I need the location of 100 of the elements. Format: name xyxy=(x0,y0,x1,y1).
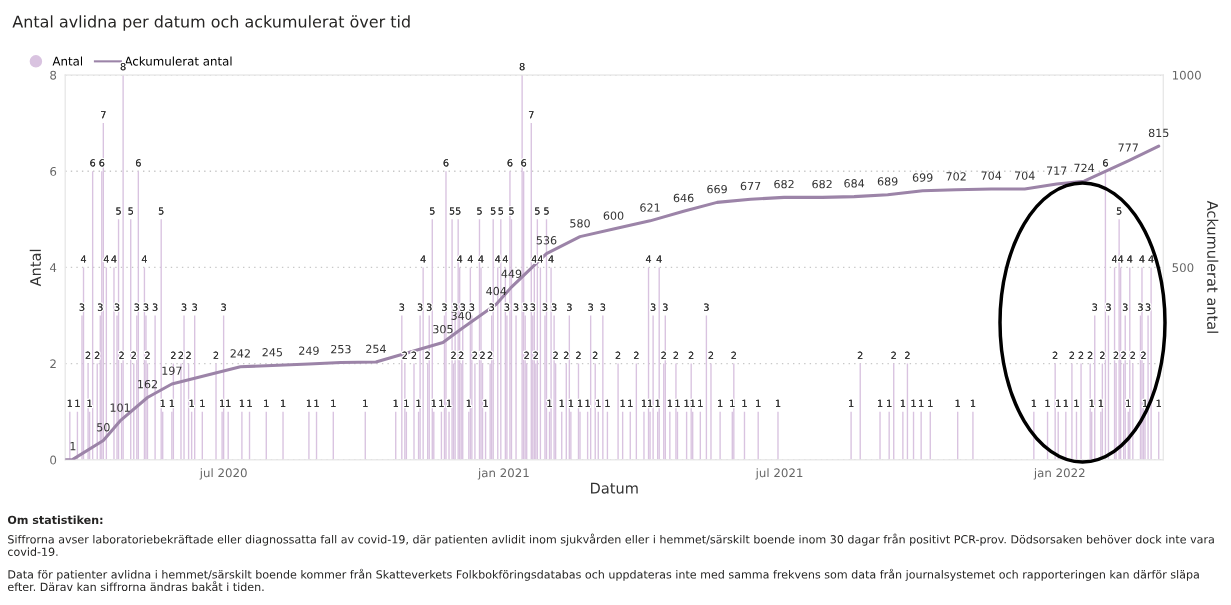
legend-label: Antal xyxy=(52,56,83,66)
data-label: 2 xyxy=(487,351,493,359)
data-label: 2 xyxy=(708,351,714,359)
data-label: 3 xyxy=(426,303,432,311)
data-label: 580 xyxy=(570,219,590,228)
data-label: 669 xyxy=(707,184,727,194)
data-label: 2 xyxy=(186,351,191,359)
text: Data för patienter avlidna i hemmet/särskilt boende kommer från Skatteverkets Folkbokföringsdatabas och uppdateras inte med samma frekvens som data från journalsystemet och rapporteringen kan därför släpa efter. Därav kan siffrorna ändras bakåt i tiden. xyxy=(8,568,1199,592)
data-label: 1 xyxy=(1056,399,1061,407)
data-label: 1 xyxy=(1089,399,1094,407)
data-label: 3 xyxy=(650,303,656,311)
data-label: 1 xyxy=(928,399,933,407)
data-label: 1 xyxy=(220,399,225,407)
data-label: 6 xyxy=(1103,159,1108,167)
data-label: 2 xyxy=(85,351,91,359)
data-label: 4 xyxy=(537,255,543,263)
data-label: 449 xyxy=(501,269,522,278)
data-label: 4 xyxy=(1118,255,1124,263)
data-label: 3 xyxy=(588,303,593,311)
data-label: 6 xyxy=(90,159,96,167)
data-label: 2 xyxy=(1087,351,1093,359)
data-label: 3 xyxy=(79,303,85,311)
data-label: 2 xyxy=(119,351,124,359)
data-label: 2 xyxy=(213,351,219,359)
data-label: 162 xyxy=(138,379,157,389)
data-label: 1 xyxy=(1126,399,1131,407)
data-label: 3 xyxy=(522,303,528,311)
data-label: 3 xyxy=(143,303,149,311)
data-label: 6 xyxy=(521,159,527,167)
data-label: 4 xyxy=(111,255,117,263)
data-label: 1 xyxy=(70,442,76,451)
data-label: 2 xyxy=(402,351,407,359)
data-label: 1 xyxy=(239,399,245,407)
data-label: 50 xyxy=(97,423,110,432)
data-label: 3 xyxy=(442,303,447,311)
data-label: 1 xyxy=(431,399,436,407)
data-label: 3 xyxy=(469,303,475,311)
data-label: 1 xyxy=(849,399,854,407)
data-label: 4 xyxy=(141,255,147,263)
data-label: 404 xyxy=(486,286,507,296)
data-label: 777 xyxy=(1118,143,1138,152)
data-label: 1 xyxy=(200,399,205,407)
data-label: 2 xyxy=(905,351,910,359)
data-label: 1 xyxy=(393,399,398,407)
data-label: 1 xyxy=(331,399,336,407)
data-label: 6 xyxy=(507,159,513,167)
data-label: 1 xyxy=(887,399,892,407)
data-label: 3 xyxy=(504,303,510,311)
data-label: 254 xyxy=(366,344,386,353)
data-label: 7 xyxy=(528,111,534,119)
data-label: 3 xyxy=(566,303,572,311)
data-label: 2 xyxy=(633,351,639,359)
data-label: 1 xyxy=(675,399,680,407)
y-tick-label: 0 xyxy=(50,455,57,465)
data-label: 717 xyxy=(1047,166,1067,175)
data-label: 1 xyxy=(1045,399,1050,407)
data-label: 2 xyxy=(533,351,538,359)
data-label: 5 xyxy=(477,207,482,215)
data-label: 1 xyxy=(756,399,761,407)
data-label: 1 xyxy=(87,399,92,407)
data-label: 1 xyxy=(189,399,194,407)
data-label: 2 xyxy=(1069,351,1075,359)
data-label: 6 xyxy=(443,159,449,167)
data-label: 1 xyxy=(1063,399,1069,407)
data-label: 702 xyxy=(946,172,966,181)
data-label: 3 xyxy=(221,303,226,311)
data-label: 3 xyxy=(1122,303,1128,311)
data-label: 5 xyxy=(490,207,496,215)
data-label: 5 xyxy=(455,207,461,215)
y2-tick-label: 500 xyxy=(1172,263,1194,273)
data-label: 1 xyxy=(620,399,625,407)
data-label: 1 xyxy=(628,399,633,407)
data-label: 2 xyxy=(480,351,485,359)
data-label: 197 xyxy=(162,366,182,375)
x-tick-label: jul 2020 xyxy=(199,468,247,480)
data-label: 3 xyxy=(489,303,494,311)
x-tick-label: jan 2021 xyxy=(477,468,529,480)
data-label: 4 xyxy=(1139,255,1145,263)
data-label: 1 xyxy=(648,399,653,407)
data-label: 689 xyxy=(877,177,898,186)
y-tick-label: 8 xyxy=(50,70,57,80)
data-label: 1 xyxy=(226,399,231,407)
y-tick-label: 2 xyxy=(50,359,56,369)
data-label: 1 xyxy=(955,399,960,407)
data-label: 4 xyxy=(1127,255,1133,263)
data-label: 1 xyxy=(559,399,564,407)
data-label: 1 xyxy=(919,399,924,407)
data-label: 4 xyxy=(531,255,537,263)
data-label: 1 xyxy=(483,399,488,407)
data-label: 2 xyxy=(857,351,863,359)
text: Om statistiken: xyxy=(7,515,103,525)
data-label: 2 xyxy=(131,351,136,359)
data-label: 4 xyxy=(467,255,473,263)
data-label: 4 xyxy=(502,255,508,263)
y2-tick-label: 1000 xyxy=(1172,70,1201,80)
data-label: 3 xyxy=(600,303,606,311)
data-label: 1 xyxy=(667,399,673,407)
data-label: 2 xyxy=(1141,351,1146,359)
data-label: 2 xyxy=(661,351,666,359)
data-label: 101 xyxy=(110,403,130,412)
